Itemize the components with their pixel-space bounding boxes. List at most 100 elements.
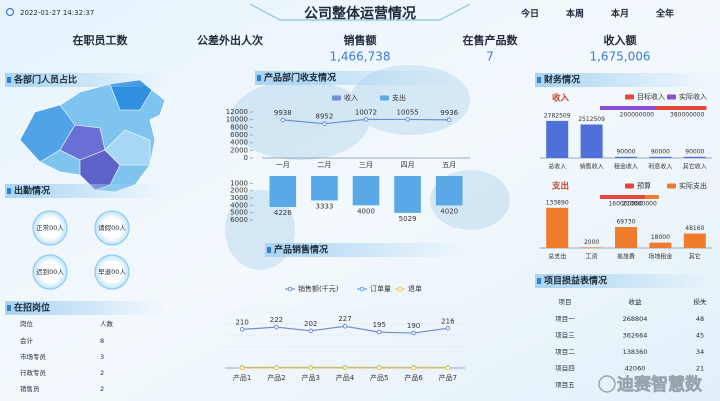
table-cell: 项目二 [555,348,575,356]
data-label: 69730 [616,219,635,226]
x-tick-label: 产品6 [404,373,423,382]
x-tick-label: 销售收入 [580,163,604,171]
panel-title-icon [7,305,11,311]
legend-swatch [625,183,634,189]
legend-label: 预算 [637,181,651,190]
panel-title: 产品销售情况 [274,244,328,256]
page-title: 公司整体运营情况 [304,5,416,22]
time-tab[interactable]: 本月 [611,8,629,20]
datetime: 2022-01-27 14:32:37 [20,9,94,17]
line-point [239,365,245,371]
x-tick-label: 其它收入 [683,163,707,171]
time-tab[interactable]: 全年 [655,8,674,20]
y2-tick-label: 3000 [230,194,248,202]
legend-label: 支出 [392,93,406,102]
x-tick-label: 四月 [401,161,415,169]
legend-dot [359,286,365,292]
data-label: 202 [304,320,317,328]
legend-label: 实际支出 [679,181,707,190]
line-point [342,323,348,329]
data-label: 222 [270,316,283,324]
header-frame [249,3,471,21]
data-label: 2512509 [578,116,605,123]
panel-title: 项目损益表情况 [544,275,607,287]
bar [352,176,380,206]
table-cell: 362664 [623,332,648,340]
bar [546,120,569,158]
time-tab[interactable]: 今日 [520,8,539,20]
bar [311,176,338,201]
x-tick-label: 其它 [689,253,701,261]
panel-title-icon [537,77,541,83]
x-tick-label: 产品7 [439,373,457,382]
line-point [342,365,348,371]
data-label: 48160 [685,225,704,232]
attendance-ring [94,210,130,246]
y-tick-label: 0 [244,154,248,162]
data-label: 210000000 [622,201,657,208]
legend-label: 收入 [344,93,358,102]
bar [649,156,672,158]
line-point [446,117,452,123]
time-tab[interactable]: 本周 [566,8,584,20]
data-label: 200000000 [620,112,655,119]
data-label: 160000000 [608,201,643,208]
legend-label: 退单 [408,284,422,293]
x-tick-label: 总收入 [548,163,566,171]
bar [649,242,672,248]
x-tick-label: 总支出 [548,253,566,261]
table-cell: 项目五 [555,381,575,389]
line-point [274,324,279,330]
panel-title-bg [265,243,465,257]
data-label: 18000 [651,234,670,241]
bar [580,247,603,248]
x-tick-label: 一月 [276,161,290,169]
table-cell: 项目四 [555,365,575,373]
clock-icon [5,7,15,17]
table-cell: 项目一 [555,315,575,323]
line-point [445,365,451,371]
data-label: 90000 [685,148,704,155]
table-header: 收益 [629,297,643,306]
y-tick-label: 12000 [226,108,248,116]
y-tick-label: 6000 [230,131,248,139]
panel-title-bg [535,73,710,87]
y2-tick-label: 5000 [230,209,248,217]
table-cell: 21 [696,365,704,373]
legend-label: 目标收入 [637,92,665,101]
table-cell: 市场专员 [20,352,47,361]
bar [614,156,638,158]
table-cell: 销售员 [20,384,40,393]
line-point [445,325,451,331]
kpi-value: 1,466,738 [329,50,390,64]
x-tick-label: 租金收入 [614,163,638,171]
legend-swatch [380,95,389,101]
attendance-text: 迟到00人 [36,268,64,276]
table-header: 损失 [694,297,708,306]
panel-title-bg [535,274,710,288]
y-tick-label: 2000 [230,146,248,154]
chart-subtitle: 收入 [552,93,570,104]
data-label: 4020 [440,207,458,215]
kpi-value: 7 [486,50,494,64]
panel-title-icon [537,278,541,284]
legend-label: 销售额(千元) [298,284,339,293]
table-cell: 48 [696,315,704,323]
kpi-label: 销售额 [344,33,377,47]
kpi-label: 在售产品数 [463,33,519,47]
chart-subtitle: 支出 [551,181,569,192]
y2-tick-label: 2000 [230,187,248,195]
y2-tick-label: 1000 [230,179,248,187]
legend-swatch [332,95,341,101]
legend-swatch [667,94,676,100]
x-tick-label: 产品2 [267,373,285,382]
panel-title-bg [5,73,165,87]
line-point [376,329,382,335]
hbar [600,195,645,199]
bar [394,176,421,213]
attendance-text: 正常00人 [36,223,64,232]
panel-title-icon [257,75,261,81]
data-label: 10055 [396,108,418,116]
